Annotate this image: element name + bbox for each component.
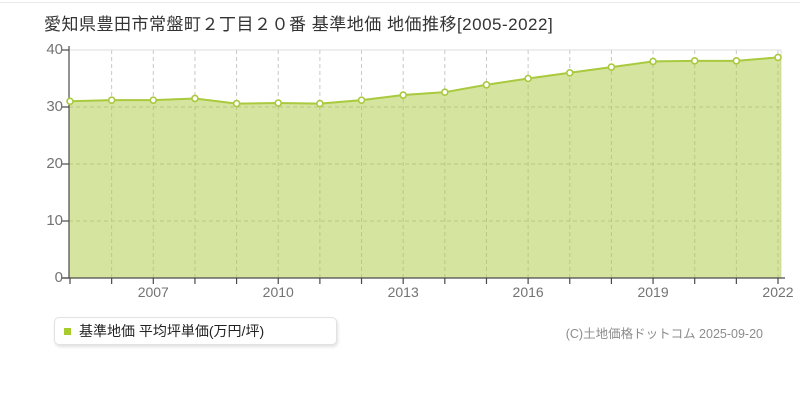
y-tick-label: 30 (46, 98, 63, 115)
data-point (149, 96, 158, 104)
data-point (524, 74, 532, 83)
data-point (357, 96, 366, 104)
data-point (482, 80, 491, 89)
data-point (66, 97, 74, 106)
copyright-text: (C)土地価格ドットコム 2025-09-20 (565, 327, 763, 341)
y-tick-label: 0 (54, 269, 63, 286)
data-point (274, 99, 283, 107)
data-point (191, 94, 199, 103)
top-divider (0, 2, 800, 3)
data-point (774, 53, 782, 62)
x-tick-label: 2010 (262, 284, 294, 300)
page-title: 愛知県豊田市常盤町２丁目２０番 基準地価 地価推移[2005-2022] (44, 15, 554, 34)
y-tick-label: 20 (46, 155, 63, 172)
x-tick-label: 2016 (512, 284, 544, 300)
area-fill (69, 57, 781, 278)
data-point (232, 99, 241, 108)
x-tick-label: 2022 (762, 284, 794, 300)
y-tick-label: 10 (46, 212, 63, 229)
data-point (690, 57, 699, 65)
data-point (441, 88, 449, 96)
data-point (649, 57, 657, 66)
data-point (607, 63, 616, 71)
x-tick-label: 2019 (637, 284, 669, 300)
data-point (107, 96, 116, 104)
data-point (316, 99, 324, 108)
x-tick-label: 2007 (137, 284, 169, 300)
y-tick-label: 40 (46, 41, 63, 58)
legend-marker-icon (64, 327, 71, 335)
legend: 基準地価 平均坪単価(万円/坪) (54, 317, 337, 345)
data-point (565, 69, 574, 77)
data-point (399, 91, 407, 99)
x-tick-label: 2013 (387, 284, 419, 300)
data-point (732, 57, 741, 65)
legend-label: 基準地価 平均坪単価(万円/坪) (79, 323, 265, 339)
price-line (69, 56, 781, 105)
